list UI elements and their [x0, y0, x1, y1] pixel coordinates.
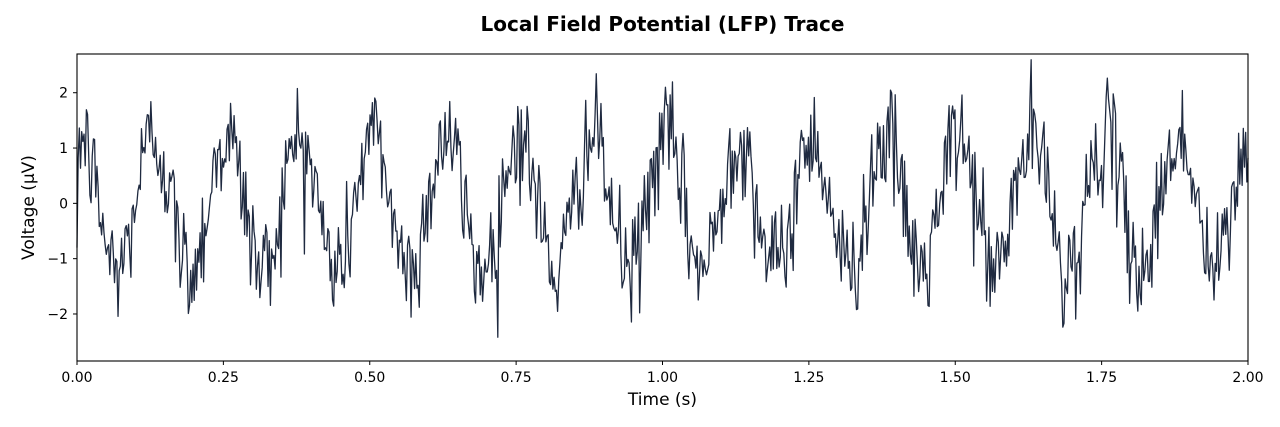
x-tick-label: 1.75 — [1086, 370, 1117, 386]
x-tick-label: 1.00 — [647, 370, 678, 386]
x-axis-label: Time (s) — [627, 390, 697, 410]
y-tick-label: 0 — [59, 196, 68, 212]
x-tick-label: 2.00 — [1232, 370, 1263, 386]
x-axis-ticks: 0.00 0.25 0.50 0.75 1.00 1.25 1.50 1.75 2.00 — [61, 361, 1264, 386]
lfp-trace-line — [76, 59, 1249, 338]
x-tick-label: 1.50 — [940, 370, 971, 386]
y-tick-label: 2 — [59, 86, 68, 102]
y-tick-label: −1 — [47, 252, 68, 268]
x-tick-label: 0.75 — [501, 370, 532, 386]
x-tick-label: 0.50 — [354, 370, 385, 386]
lfp-trace-path — [76, 59, 1249, 338]
y-tick-label: 1 — [59, 141, 68, 157]
x-tick-label: 0.00 — [61, 370, 92, 386]
y-axis-label: Voltage (μV) — [19, 155, 39, 260]
x-tick-label: 0.25 — [208, 370, 239, 386]
y-tick-label: −2 — [47, 307, 68, 323]
y-axis-ticks: −2 −1 0 1 2 — [47, 86, 77, 323]
chart-title: Local Field Potential (LFP) Trace — [480, 12, 845, 36]
x-tick-label: 1.25 — [793, 370, 824, 386]
